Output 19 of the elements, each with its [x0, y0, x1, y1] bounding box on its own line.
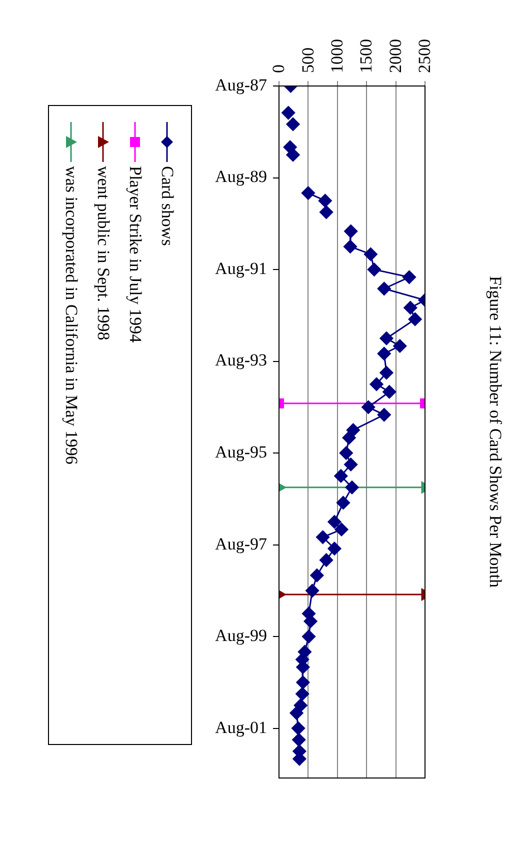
y-tick-label: Aug-97	[215, 534, 268, 554]
legend-label: was incorporated in California in May 1996	[61, 166, 81, 464]
y-tick-label: Aug-99	[215, 626, 267, 646]
legend-label: went public in Sept. 1998	[93, 166, 113, 340]
x-tick-label: 1500	[356, 39, 376, 73]
x-tick-label: 500	[298, 48, 318, 73]
y-tick-label: Aug-89	[215, 167, 267, 186]
x-tick-label: 2000	[386, 39, 405, 73]
legend-label: Card shows	[157, 166, 177, 246]
y-tick-label: Aug-01	[215, 718, 267, 737]
x-tick-label: 1000	[327, 39, 346, 73]
text: Figure 11: Number of Card Shows Per Month	[485, 275, 506, 590]
x-tick-label: 2500	[415, 39, 434, 73]
y-tick-label: Aug-87	[215, 75, 268, 94]
y-tick-label: Aug-95	[215, 442, 267, 462]
legend-label: Player Strike in July 1994	[125, 166, 145, 343]
y-tick-label: Aug-93	[215, 350, 267, 370]
y-tick-label: Aug-91	[215, 258, 267, 278]
x-tick-label: 0	[269, 64, 288, 73]
